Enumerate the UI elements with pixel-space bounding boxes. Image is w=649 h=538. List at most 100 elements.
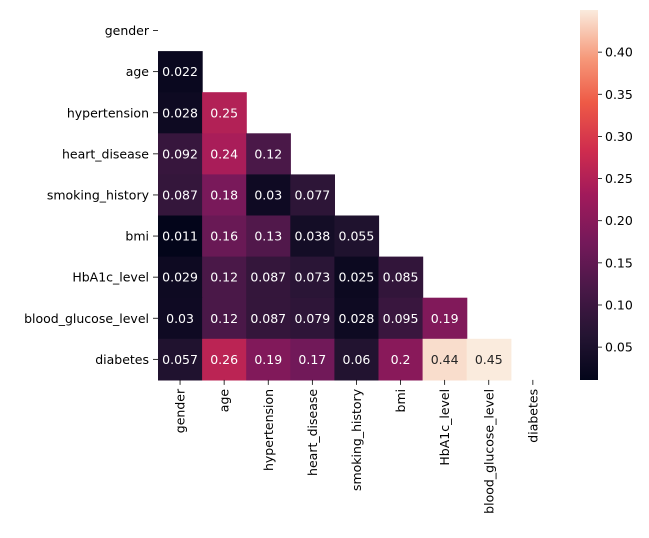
y-axis: gender age hypertension heart_diseasesmokin… <box>24 23 158 367</box>
y-tick-label: gender <box>105 23 150 38</box>
x-tick-label: heart_disease <box>305 389 320 476</box>
y-tick-label: bmi <box>125 229 149 244</box>
heatmap-cell <box>246 133 291 175</box>
colorbar-tick-label: 0.10 <box>605 297 633 312</box>
cell-value-label: 0.24 <box>210 146 238 161</box>
cell-value-label: 0.26 <box>210 352 238 367</box>
cell-value-label: 0.087 <box>250 270 286 285</box>
cell-value-label: 0.06 <box>343 352 371 367</box>
cell-value-label: 0.087 <box>250 311 286 326</box>
x-axis: gender age hypertension heart_disease smokin… <box>173 379 540 514</box>
x-tick-label: bmi <box>393 389 408 413</box>
cell-value-label: 0.022 <box>162 64 198 79</box>
heatmap-cell <box>334 256 380 299</box>
y-tick-label: smoking_history <box>47 187 150 202</box>
y-tick-label: hypertension <box>67 105 149 120</box>
x-tick-label: HbA1c_level <box>437 389 452 466</box>
heatmap-cell <box>378 256 424 299</box>
colorbar-tick-label: 0.15 <box>605 255 633 270</box>
x-tick-label: age <box>217 389 232 413</box>
heatmap-cell <box>246 297 291 340</box>
cell-value-label: 0.12 <box>210 311 238 326</box>
heatmap-cell <box>158 92 203 134</box>
cell-value-label: 0.44 <box>431 352 459 367</box>
cell-value-label: 0.095 <box>383 311 419 326</box>
cell-value-label: 0.03 <box>254 187 282 202</box>
heatmap-cell <box>158 174 203 217</box>
heatmap-cell <box>290 338 335 381</box>
cell-value-label: 0.025 <box>339 270 375 285</box>
cell-value-label: 0.12 <box>210 270 238 285</box>
cell-value-label: 0.19 <box>431 311 459 326</box>
heatmap-cell <box>202 297 247 340</box>
cell-value-label: 0.085 <box>383 270 419 285</box>
cell-value-label: 0.092 <box>162 146 198 161</box>
cell-value-label: 0.45 <box>475 352 503 367</box>
colorbar-gradient <box>580 10 598 380</box>
cell-value-label: 0.19 <box>254 352 282 367</box>
x-tick-label: gender <box>173 388 188 433</box>
colorbar-tick-label: 0.20 <box>605 213 633 228</box>
heatmap-cell <box>246 215 291 258</box>
y-tick-label: HbA1c_level <box>72 270 149 285</box>
cell-value-label: 0.073 <box>294 270 330 285</box>
cell-value-label: 0.12 <box>254 146 282 161</box>
colorbar-tick-label: 0.30 <box>605 129 633 144</box>
x-tick-label: blood_glucose_level <box>481 389 496 514</box>
heatmap-cell <box>246 256 291 299</box>
cell-value-label: 0.18 <box>210 187 238 202</box>
colorbar-tick-label: 0.25 <box>605 171 633 186</box>
cell-value-label: 0.055 <box>339 229 375 244</box>
heatmap-cell <box>158 297 203 340</box>
heatmap-cell <box>202 92 247 134</box>
cell-value-label: 0.029 <box>162 270 198 285</box>
cell-value-label: 0.057 <box>162 352 198 367</box>
cell-value-label: 0.16 <box>210 229 238 244</box>
heatmap-cell <box>202 215 247 258</box>
heatmap-cell <box>466 338 512 381</box>
cell-value-label: 0.077 <box>294 187 330 202</box>
cell-value-label: 0.2 <box>391 352 411 367</box>
heatmap-cell <box>202 256 247 299</box>
heatmap-cell <box>334 215 380 258</box>
heatmap-cell <box>202 338 247 381</box>
heatmap-cell <box>290 174 335 217</box>
heatmap-cell <box>246 338 291 381</box>
x-tick-label: hypertension <box>261 389 276 471</box>
y-tick-label: diabetes <box>95 352 149 367</box>
colorbar-tick-label: 0.35 <box>605 87 633 102</box>
heatmap-cell <box>158 51 203 93</box>
y-tick-label: age <box>126 64 150 79</box>
cell-value-label: 0.011 <box>162 229 198 244</box>
heatmap-cell <box>202 133 247 175</box>
cell-value-label: 0.079 <box>294 311 330 326</box>
heatmap-cell <box>158 133 203 175</box>
cell-value-label: 0.028 <box>339 311 375 326</box>
heatmap-cell <box>158 338 203 381</box>
cell-value-label: 0.028 <box>162 105 198 120</box>
heatmap-cell <box>158 256 203 299</box>
x-tick-label: smoking_history <box>349 388 364 491</box>
y-tick-label: heart_disease <box>62 146 149 161</box>
cell-value-label: 0.03 <box>166 311 194 326</box>
heatmap-cell <box>202 174 247 217</box>
cell-value-label: 0.038 <box>294 229 330 244</box>
cell-value-label: 0.25 <box>210 105 238 120</box>
heatmap-cell <box>378 297 424 340</box>
colorbar-tick-label: 0.05 <box>605 340 633 355</box>
heatmap-cell-labels: 0.022 0.028 0.25 0.092 0.24 0.12 0.087 0.18 0.03… <box>162 64 503 367</box>
y-tick-label: blood_glucose_level <box>24 311 149 326</box>
heatmap-cell <box>158 215 203 258</box>
heatmap-cell <box>334 338 380 381</box>
colorbar-tick-label: 0.40 <box>605 45 633 60</box>
heatmap-cell <box>422 338 468 381</box>
heatmap-cell <box>422 297 468 340</box>
heatmap-cells <box>158 51 512 381</box>
cell-value-label: 0.17 <box>298 352 326 367</box>
heatmap-cell <box>334 297 380 340</box>
x-tick-label: diabetes <box>525 389 540 443</box>
colorbar: 0.05 0.10 0.15 0.20 0.25 0.30 0.35 0.40 <box>580 10 633 380</box>
cell-value-label: 0.13 <box>254 229 282 244</box>
heatmap-cell <box>246 174 291 217</box>
